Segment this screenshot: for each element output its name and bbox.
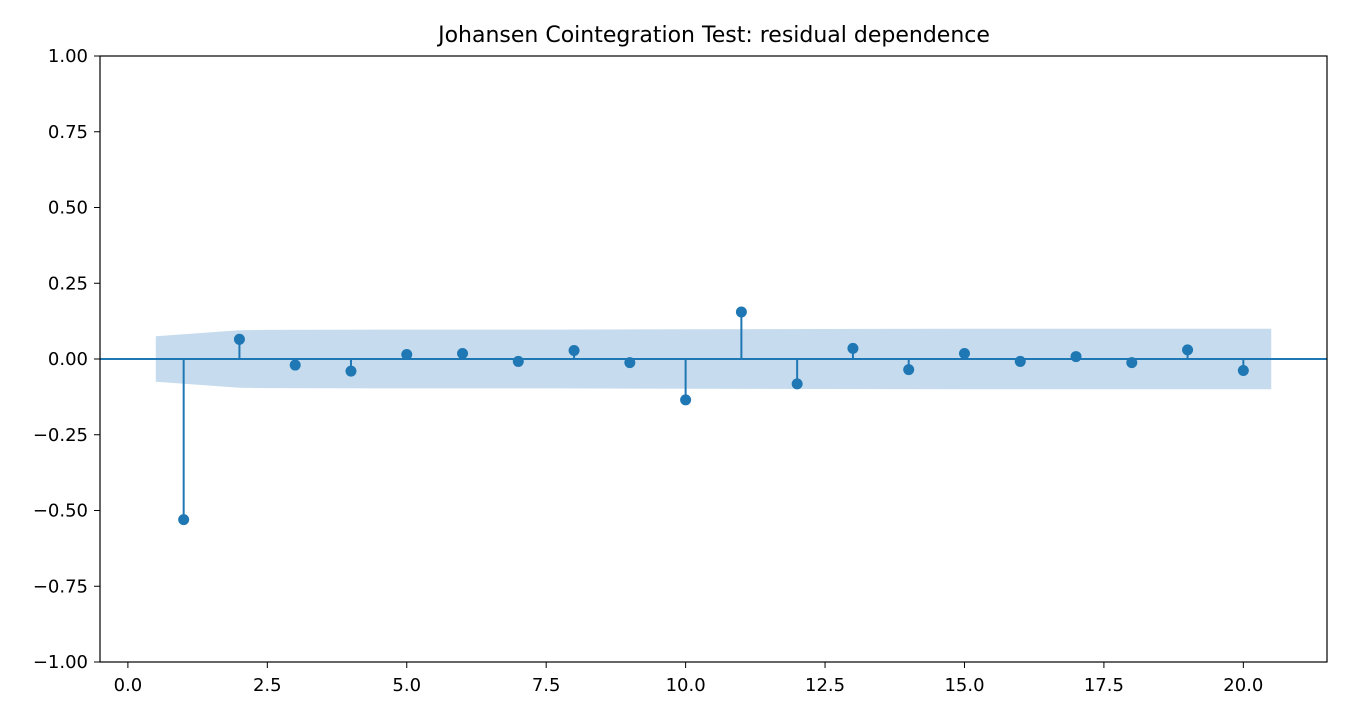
x-tick-label: 10.0 <box>666 675 706 696</box>
stem-marker <box>680 394 692 406</box>
stem-marker <box>178 514 190 526</box>
stem-marker <box>958 348 970 360</box>
y-tick-label: 0.00 <box>48 349 88 370</box>
stem-marker <box>1014 355 1026 367</box>
stem-marker <box>1126 357 1138 369</box>
stem-marker <box>735 306 747 318</box>
stem-marker <box>401 348 413 360</box>
stem-marker <box>903 364 915 376</box>
stem-marker <box>289 359 301 371</box>
y-tick-label: 0.50 <box>48 198 88 219</box>
axes-frame <box>99 55 1328 663</box>
stem-marker <box>624 357 636 369</box>
x-tick-label: 15.0 <box>944 675 984 696</box>
x-tick-label: 5.0 <box>392 675 421 696</box>
stem-marker <box>512 355 524 367</box>
x-tick-label: 7.5 <box>532 675 561 696</box>
y-tick-label: 1.00 <box>48 46 88 67</box>
stem-marker <box>1182 344 1194 356</box>
y-tick-label: −1.00 <box>33 652 88 673</box>
y-tick-label: 0.75 <box>48 122 88 143</box>
y-tick-label: −0.25 <box>33 425 88 446</box>
y-tick-label: −0.75 <box>33 576 88 597</box>
stem-marker <box>1237 365 1249 377</box>
y-tick-label: 0.25 <box>48 273 88 294</box>
x-tick-label: 2.5 <box>253 675 282 696</box>
stem-marker <box>457 348 469 360</box>
stem-marker <box>1070 351 1082 363</box>
stem-marker <box>847 342 859 354</box>
plot-area <box>100 306 1327 526</box>
x-tick-label: 20.0 <box>1223 675 1263 696</box>
x-axis: 0.0 2.5 5.0 7.5 10.0 12.5 15.0 17.5 20.0 <box>114 662 1263 696</box>
stem-marker <box>791 378 803 390</box>
x-tick-label: 12.5 <box>805 675 845 696</box>
chart-title: Johansen Cointegration Test: residual de… <box>436 23 990 48</box>
stem-marker <box>568 345 580 357</box>
stem-marker <box>345 365 357 377</box>
y-axis: 1.00 0.75 0.50 0.25 0.00 −0.25 −0.50 −0.75 −1.00 <box>33 46 100 673</box>
stem-marker <box>233 333 245 345</box>
y-tick-label: −0.50 <box>33 501 88 522</box>
x-tick-label: 17.5 <box>1084 675 1124 696</box>
x-tick-label: 0.0 <box>114 675 143 696</box>
